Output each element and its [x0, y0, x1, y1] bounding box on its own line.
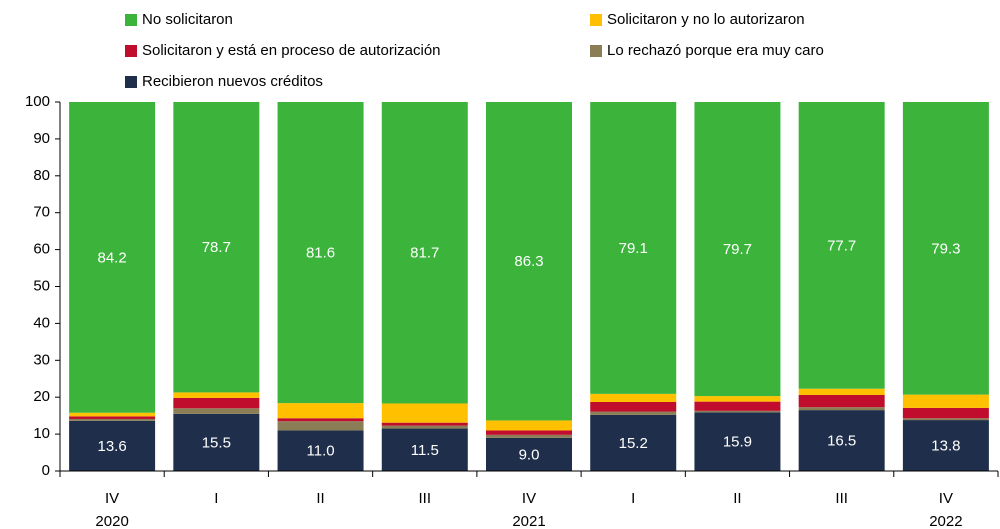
bar-segment — [590, 102, 677, 394]
bar-segment — [381, 403, 468, 423]
bar-segment — [694, 102, 781, 397]
bar-segment — [381, 102, 468, 404]
bar-segment — [69, 418, 156, 421]
bar-segment — [902, 394, 989, 408]
data-label: 9.0 — [519, 446, 540, 463]
legend-swatch — [590, 14, 602, 26]
data-label: 13.8 — [931, 438, 960, 455]
bar-segment — [69, 420, 156, 471]
legend-label: Lo rechazó porque era muy caro — [607, 42, 824, 59]
x-tick-label: II — [316, 490, 324, 507]
data-label: 13.6 — [98, 438, 127, 455]
bar-segment — [590, 393, 677, 402]
y-tick-label: 80 — [33, 167, 50, 184]
y-tick-label: 50 — [33, 277, 50, 294]
data-label: 81.6 — [306, 245, 335, 262]
x-tick-label: III — [835, 490, 848, 507]
data-label: 15.2 — [619, 435, 648, 452]
legend-label: Solicitaron y no lo autorizaron — [607, 11, 805, 28]
legend-label: Solicitaron y está en proceso de autoriz… — [142, 42, 441, 59]
x-year-label: 2021 — [512, 513, 545, 529]
bar-segment — [590, 411, 677, 415]
bar-segment — [173, 408, 260, 414]
bar-segment — [173, 102, 260, 393]
y-tick-label: 20 — [33, 388, 50, 405]
data-label: 77.7 — [827, 237, 856, 254]
bar-segment — [381, 428, 468, 471]
bar-segment — [694, 410, 781, 413]
bar-segment — [277, 421, 364, 431]
bar-segment — [486, 102, 572, 421]
data-label: 81.7 — [410, 245, 439, 262]
bar-segment — [381, 422, 468, 426]
data-label: 79.7 — [723, 241, 752, 258]
bar-segment — [902, 102, 989, 395]
bar-segment — [798, 388, 885, 395]
bar-segment — [173, 413, 260, 471]
x-tick-label: II — [733, 490, 741, 507]
legend-swatch — [125, 14, 137, 26]
y-tick-label: 100 — [25, 93, 50, 110]
data-label: 78.7 — [202, 239, 231, 256]
y-tick-label: 90 — [33, 130, 50, 147]
bar-segment — [69, 412, 156, 417]
legend-swatch — [590, 45, 602, 57]
bar-segment — [486, 434, 572, 438]
legend-label: No solicitaron — [142, 11, 233, 28]
bar-segment — [277, 403, 364, 419]
y-tick-label: 60 — [33, 241, 50, 258]
y-tick-label: 70 — [33, 204, 50, 221]
y-tick-label: 0 — [42, 462, 50, 479]
data-label: 86.3 — [514, 253, 543, 270]
data-label: 16.5 — [827, 433, 856, 450]
bar-segment — [902, 418, 989, 421]
data-label: 79.1 — [619, 240, 648, 257]
data-label: 11.0 — [307, 443, 335, 460]
x-tick-label: I — [214, 490, 218, 507]
bar-segment — [694, 412, 781, 471]
bar-segment — [590, 414, 677, 471]
data-label: 79.3 — [931, 240, 960, 257]
x-year-label: 2020 — [95, 513, 128, 529]
bar-segment — [486, 420, 572, 431]
bar-segment — [381, 425, 468, 429]
bar-segment — [69, 416, 156, 419]
bar-segment — [902, 407, 989, 419]
bar-segment — [486, 430, 572, 435]
bar-segment — [902, 420, 989, 471]
x-tick-label: IV — [105, 490, 119, 507]
bar-segment — [277, 430, 364, 471]
bar-segment — [798, 407, 885, 411]
bar-segment — [173, 397, 260, 409]
x-tick-label: I — [631, 490, 635, 507]
legend-swatch — [125, 76, 137, 88]
data-label: 15.5 — [202, 434, 231, 451]
x-tick-label: IV — [522, 490, 536, 507]
data-label: 11.5 — [411, 442, 439, 459]
x-year-label: 2022 — [929, 513, 962, 529]
x-tick-label: IV — [939, 490, 953, 507]
y-tick-label: 10 — [33, 425, 50, 442]
legend-label: Recibieron nuevos créditos — [142, 73, 323, 90]
bar-segment — [590, 401, 677, 412]
bar-segment — [69, 102, 156, 413]
bar-segment — [798, 410, 885, 471]
bar-segment — [277, 102, 364, 404]
bar-segment — [173, 392, 260, 398]
data-label: 84.2 — [98, 249, 127, 266]
bar-segment — [694, 401, 781, 411]
bar-segment — [277, 418, 364, 422]
bar-segment — [798, 394, 885, 408]
y-tick-label: 40 — [33, 314, 50, 331]
y-tick-label: 30 — [33, 351, 50, 368]
x-tick-label: III — [419, 490, 432, 507]
bar-segment — [486, 437, 572, 471]
legend-swatch — [125, 45, 137, 57]
bar-segment — [798, 102, 885, 389]
data-label: 15.9 — [723, 434, 752, 451]
bar-segment — [694, 396, 781, 402]
